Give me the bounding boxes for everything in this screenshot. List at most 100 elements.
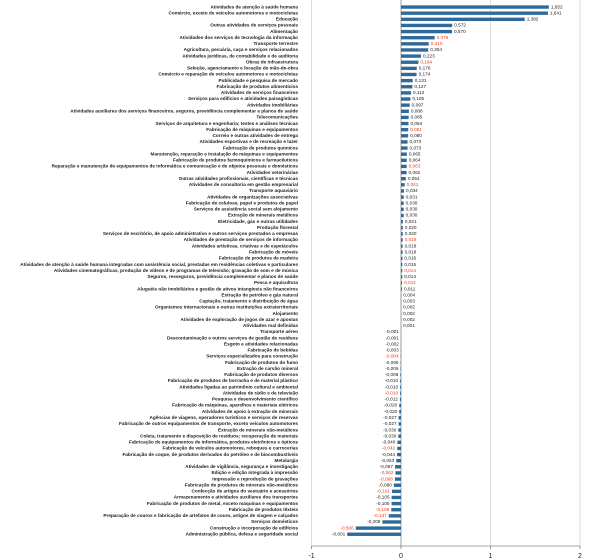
- bar: [400, 373, 401, 377]
- bar: [395, 465, 401, 469]
- category-label: Fabricação de produtos de minerais não-m…: [185, 482, 299, 487]
- category-label: Fabricação de produtos químicos: [223, 145, 298, 150]
- category-label: Atividades de serviços financeiros: [221, 90, 299, 95]
- value-label: 0,001: [403, 323, 415, 328]
- bar: [397, 440, 401, 444]
- value-label: 0,034: [406, 188, 418, 193]
- value-label: 0,073: [410, 145, 422, 150]
- bar: [397, 452, 401, 457]
- value-label: 0,570: [454, 29, 466, 34]
- value-label: 0,304: [430, 47, 442, 52]
- category-label: Outras atividades de serviços pessoais: [210, 23, 298, 28]
- value-label: -0,068: [380, 476, 394, 481]
- category-label: Descontaminação e outros serviços de ges…: [167, 335, 298, 340]
- bar: [401, 109, 409, 113]
- category-label: Atividades de prestação de serviços de i…: [184, 237, 299, 242]
- bar: [401, 91, 412, 95]
- value-label: 0,012: [404, 280, 416, 285]
- value-label: 0,014: [404, 268, 416, 273]
- category-label: Atividades ligadas ao patrimônio cultura…: [179, 384, 298, 389]
- value-label: 0,014: [404, 274, 416, 279]
- category-label: Atividades jurídicas, de contabilidade e…: [182, 53, 298, 58]
- category-label: Fabricação de móveis: [249, 249, 298, 254]
- category-label: Correio e outras atividades de entrega: [213, 133, 299, 138]
- value-label: -0,010: [385, 384, 399, 389]
- category-label: Extração de minerais metálicos: [228, 213, 298, 218]
- value-label: 1,641: [550, 10, 562, 15]
- bar: [401, 238, 403, 242]
- bar: [401, 262, 403, 267]
- category-label: Preparação de couros e fabricação de art…: [103, 513, 298, 518]
- value-label: 0,088: [411, 109, 423, 114]
- value-label: 0,310: [431, 41, 443, 46]
- value-label: 0,112: [413, 90, 425, 95]
- category-label: Fabricação de produtos têxteis: [229, 507, 299, 512]
- value-label: -0,001: [386, 329, 400, 334]
- category-label: Serviços para edifícios e atividades pai…: [188, 96, 298, 101]
- value-label: -0,006: [385, 366, 399, 371]
- category-label: Atividades auxiliares dos serviços finan…: [70, 109, 298, 114]
- value-label: 1,652: [551, 4, 563, 9]
- value-label: 0,031: [406, 194, 418, 199]
- value-label: 0,020: [405, 225, 417, 230]
- bar: [401, 121, 409, 126]
- category-label: Educação: [276, 17, 298, 22]
- category-label: Seguros, resseguros, previdência complem…: [147, 274, 298, 279]
- value-label: -0,101: [377, 489, 391, 494]
- category-label: Obras de infraestrutura: [246, 59, 298, 64]
- category-label: Extração de petróleo e gás natural: [221, 292, 298, 297]
- x-tick-label: 0: [399, 553, 403, 559]
- bar: [401, 213, 404, 218]
- bar: [401, 23, 453, 28]
- bar: [401, 17, 525, 22]
- category-label: Atividades esportivas e de recreação e l…: [200, 139, 299, 144]
- category-label: Atividades de consultoria em gestão empr…: [189, 182, 298, 187]
- bar: [401, 134, 409, 138]
- value-label: -0,010: [385, 390, 399, 395]
- category-label: Armazenamento e atividades auxiliares do…: [174, 495, 299, 500]
- value-label: 0,011: [404, 286, 416, 291]
- bar: [401, 140, 408, 144]
- value-label: -0,020: [384, 403, 398, 408]
- category-label: Fabricação de equipamentos de informátic…: [129, 440, 298, 445]
- bar: [395, 471, 401, 475]
- bar: [396, 458, 401, 463]
- bar: [401, 54, 421, 58]
- value-label: 0,030: [406, 200, 418, 205]
- bar: [400, 379, 401, 383]
- value-label: -0,020: [384, 409, 398, 414]
- value-label: 0,003: [403, 299, 415, 304]
- category-label: Serviços especializados para construção: [206, 354, 298, 359]
- bar: [401, 146, 408, 150]
- category-label: Agências de viagens, operadores turístic…: [149, 415, 298, 420]
- x-tick-label: 2: [578, 553, 582, 559]
- category-label: Atividades imobiliárias: [247, 102, 298, 107]
- value-label: -0,601: [332, 531, 346, 536]
- bar: [401, 219, 403, 224]
- category-label: Metalurgia: [275, 458, 299, 463]
- bar: [401, 250, 403, 254]
- category-label: Edição e edição integrada à impressão: [212, 470, 299, 475]
- category-label: Alojamento: [272, 311, 298, 316]
- bar: [401, 275, 403, 279]
- category-label: Fabricação de coque, de produtos derivad…: [122, 452, 298, 457]
- category-label: Fabricação de produtos diversos: [224, 372, 298, 377]
- bar: [388, 514, 401, 518]
- value-label: -0,044: [382, 452, 396, 457]
- category-label: Serviços de arquitetura e engenharia; te…: [155, 121, 298, 126]
- bar: [401, 72, 417, 77]
- category-label: Fabricação de produtos de borracha e de …: [168, 378, 298, 383]
- value-label: -0,003: [385, 348, 399, 353]
- bar: [398, 428, 401, 432]
- bar: [401, 268, 403, 273]
- value-label: -0,012: [385, 397, 399, 402]
- bar: [391, 489, 401, 494]
- value-label: -0,080: [379, 482, 393, 487]
- category-label: Transporte aéreo: [260, 329, 298, 334]
- x-tick-label: 1: [489, 553, 493, 559]
- category-label: Serviços de assistência social sem aloja…: [194, 207, 298, 212]
- bar: [399, 397, 401, 402]
- value-label: -0,042: [382, 446, 396, 451]
- category-label: Agricultura, pecuária, caça e serviços r…: [184, 47, 299, 52]
- bar: [401, 158, 407, 163]
